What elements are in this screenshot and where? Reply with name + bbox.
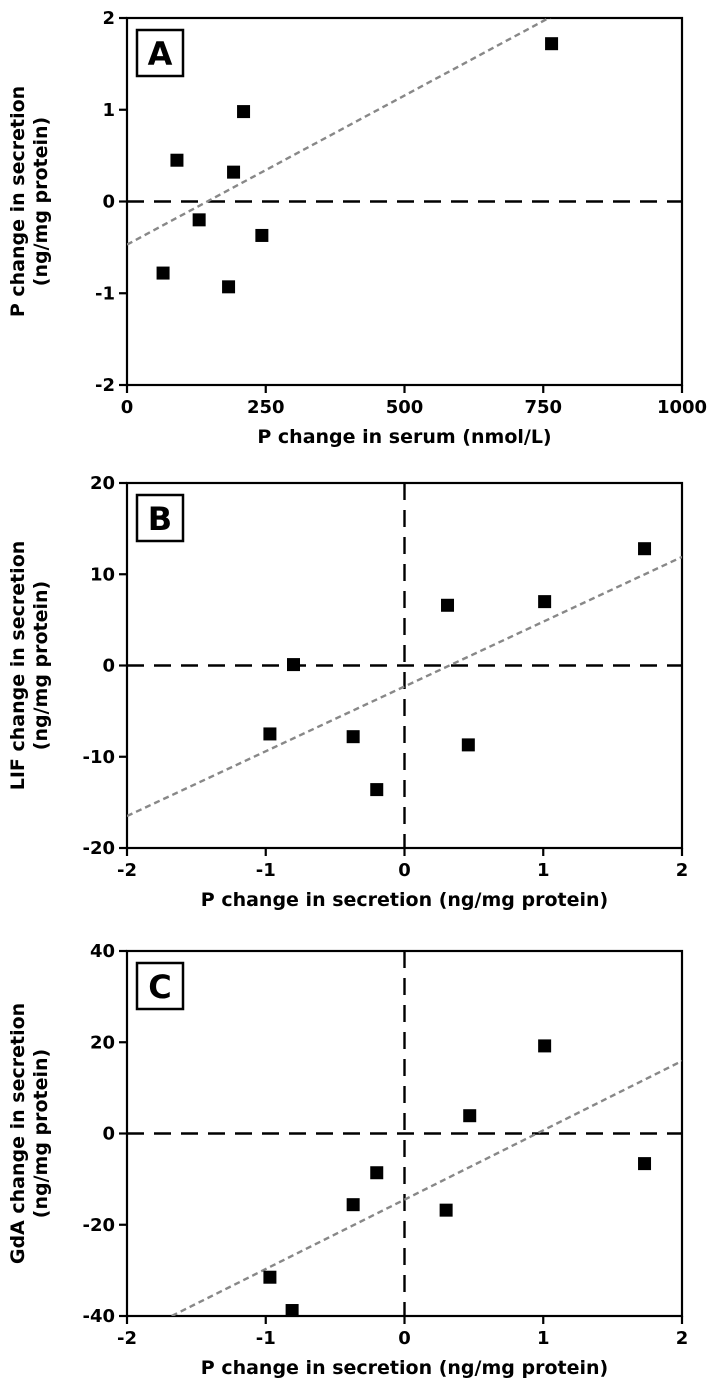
data-point — [461, 738, 475, 752]
y-tick-label: 2 — [102, 8, 115, 29]
data-point — [255, 228, 269, 242]
y-tick-label: 40 — [90, 941, 115, 962]
x-axis-label: P change in secretion (ng/mg protein) — [201, 889, 608, 911]
x-axis-label: P change in secretion (ng/mg protein) — [201, 1357, 608, 1379]
x-tick-label: 750 — [524, 397, 562, 418]
x-tick-label: 0 — [121, 397, 134, 418]
x-tick-label: 2 — [676, 1328, 689, 1349]
regression-line — [127, 555, 682, 818]
regression-line — [169, 1059, 682, 1316]
x-tick-label: 1000 — [657, 397, 707, 418]
data-point — [441, 598, 455, 612]
x-tick-label: -2 — [117, 1328, 137, 1349]
data-point — [237, 105, 251, 119]
x-tick-label: 1 — [537, 860, 550, 881]
data-point — [370, 783, 384, 797]
panel-label-box — [135, 28, 185, 78]
data-point — [263, 1270, 277, 1284]
x-tick-label: 250 — [247, 397, 285, 418]
panel-label-box — [135, 961, 185, 1011]
data-point — [370, 1166, 384, 1180]
data-point — [346, 1198, 360, 1212]
data-point — [346, 730, 360, 744]
panel-label: B — [148, 500, 172, 538]
y-tick-label: 0 — [102, 656, 115, 677]
y-axis-label-line: LIF change in secretion — [7, 541, 29, 791]
data-point — [263, 727, 277, 741]
data-point — [287, 658, 300, 672]
y-tick-label: 0 — [102, 1124, 115, 1145]
x-axis-label: P change in serum (nmol/L) — [257, 426, 551, 448]
panel-c: -2 -1 0 1 2 -40 -20 0 20 40 C P change in secretion… — [7, 941, 688, 1379]
y-tick-label: -10 — [82, 747, 115, 768]
y-axis-label: LIF change in secretion(ng/mg protein) — [7, 541, 52, 791]
x-tick-label: 500 — [386, 397, 424, 418]
y-tick-label: -2 — [95, 375, 115, 396]
y-tick-label: 20 — [90, 1032, 115, 1053]
y-tick-label: 1 — [102, 100, 115, 121]
regression-line — [127, 18, 552, 246]
y-tick-label: -1 — [95, 283, 115, 304]
panel-label: A — [148, 35, 173, 73]
x-tick-label: 0 — [398, 1328, 411, 1349]
y-axis-label-line: (ng/mg protein) — [30, 1049, 52, 1218]
data-point — [192, 213, 206, 227]
y-tick-label: 20 — [90, 473, 115, 494]
panel-label-box — [135, 493, 185, 543]
data-point — [170, 153, 184, 167]
y-tick-label: 0 — [102, 192, 115, 213]
data-point — [439, 1203, 453, 1217]
data-point — [638, 1157, 652, 1171]
y-axis-label: P change in secretion(ng/mg protein) — [7, 86, 52, 317]
y-tick-label: -40 — [82, 1306, 115, 1327]
data-point — [638, 542, 652, 556]
data-point — [538, 1039, 552, 1053]
y-axis-label-line: GdA change in secretion — [7, 1003, 29, 1264]
y-axis-label: GdA change in secretion(ng/mg protein) — [7, 1003, 52, 1264]
x-tick-label: -1 — [256, 860, 276, 881]
y-axis-label-line: (ng/mg protein) — [30, 581, 52, 750]
data-point — [222, 280, 236, 294]
x-tick-label: 1 — [537, 1328, 550, 1349]
y-axis-label-line: P change in secretion — [7, 86, 29, 317]
data-point — [285, 1304, 299, 1318]
x-tick-label: 0 — [398, 860, 411, 881]
panel-label: C — [148, 968, 171, 1006]
data-point — [545, 37, 559, 51]
x-tick-label: -1 — [256, 1328, 276, 1349]
y-tick-label: -20 — [82, 1215, 115, 1236]
data-point — [156, 266, 170, 280]
data-point — [227, 165, 241, 179]
y-tick-label: -20 — [82, 838, 115, 859]
x-tick-label: 2 — [676, 860, 689, 881]
data-point — [463, 1109, 477, 1123]
y-axis-label-line: (ng/mg protein) — [30, 117, 52, 286]
x-tick-label: -2 — [117, 860, 137, 881]
data-point — [538, 595, 552, 609]
y-tick-label: 10 — [90, 564, 115, 585]
panel-a: 0 250 500 750 1000 -2 -1 0 1 2 A P change in serum … — [7, 8, 707, 448]
